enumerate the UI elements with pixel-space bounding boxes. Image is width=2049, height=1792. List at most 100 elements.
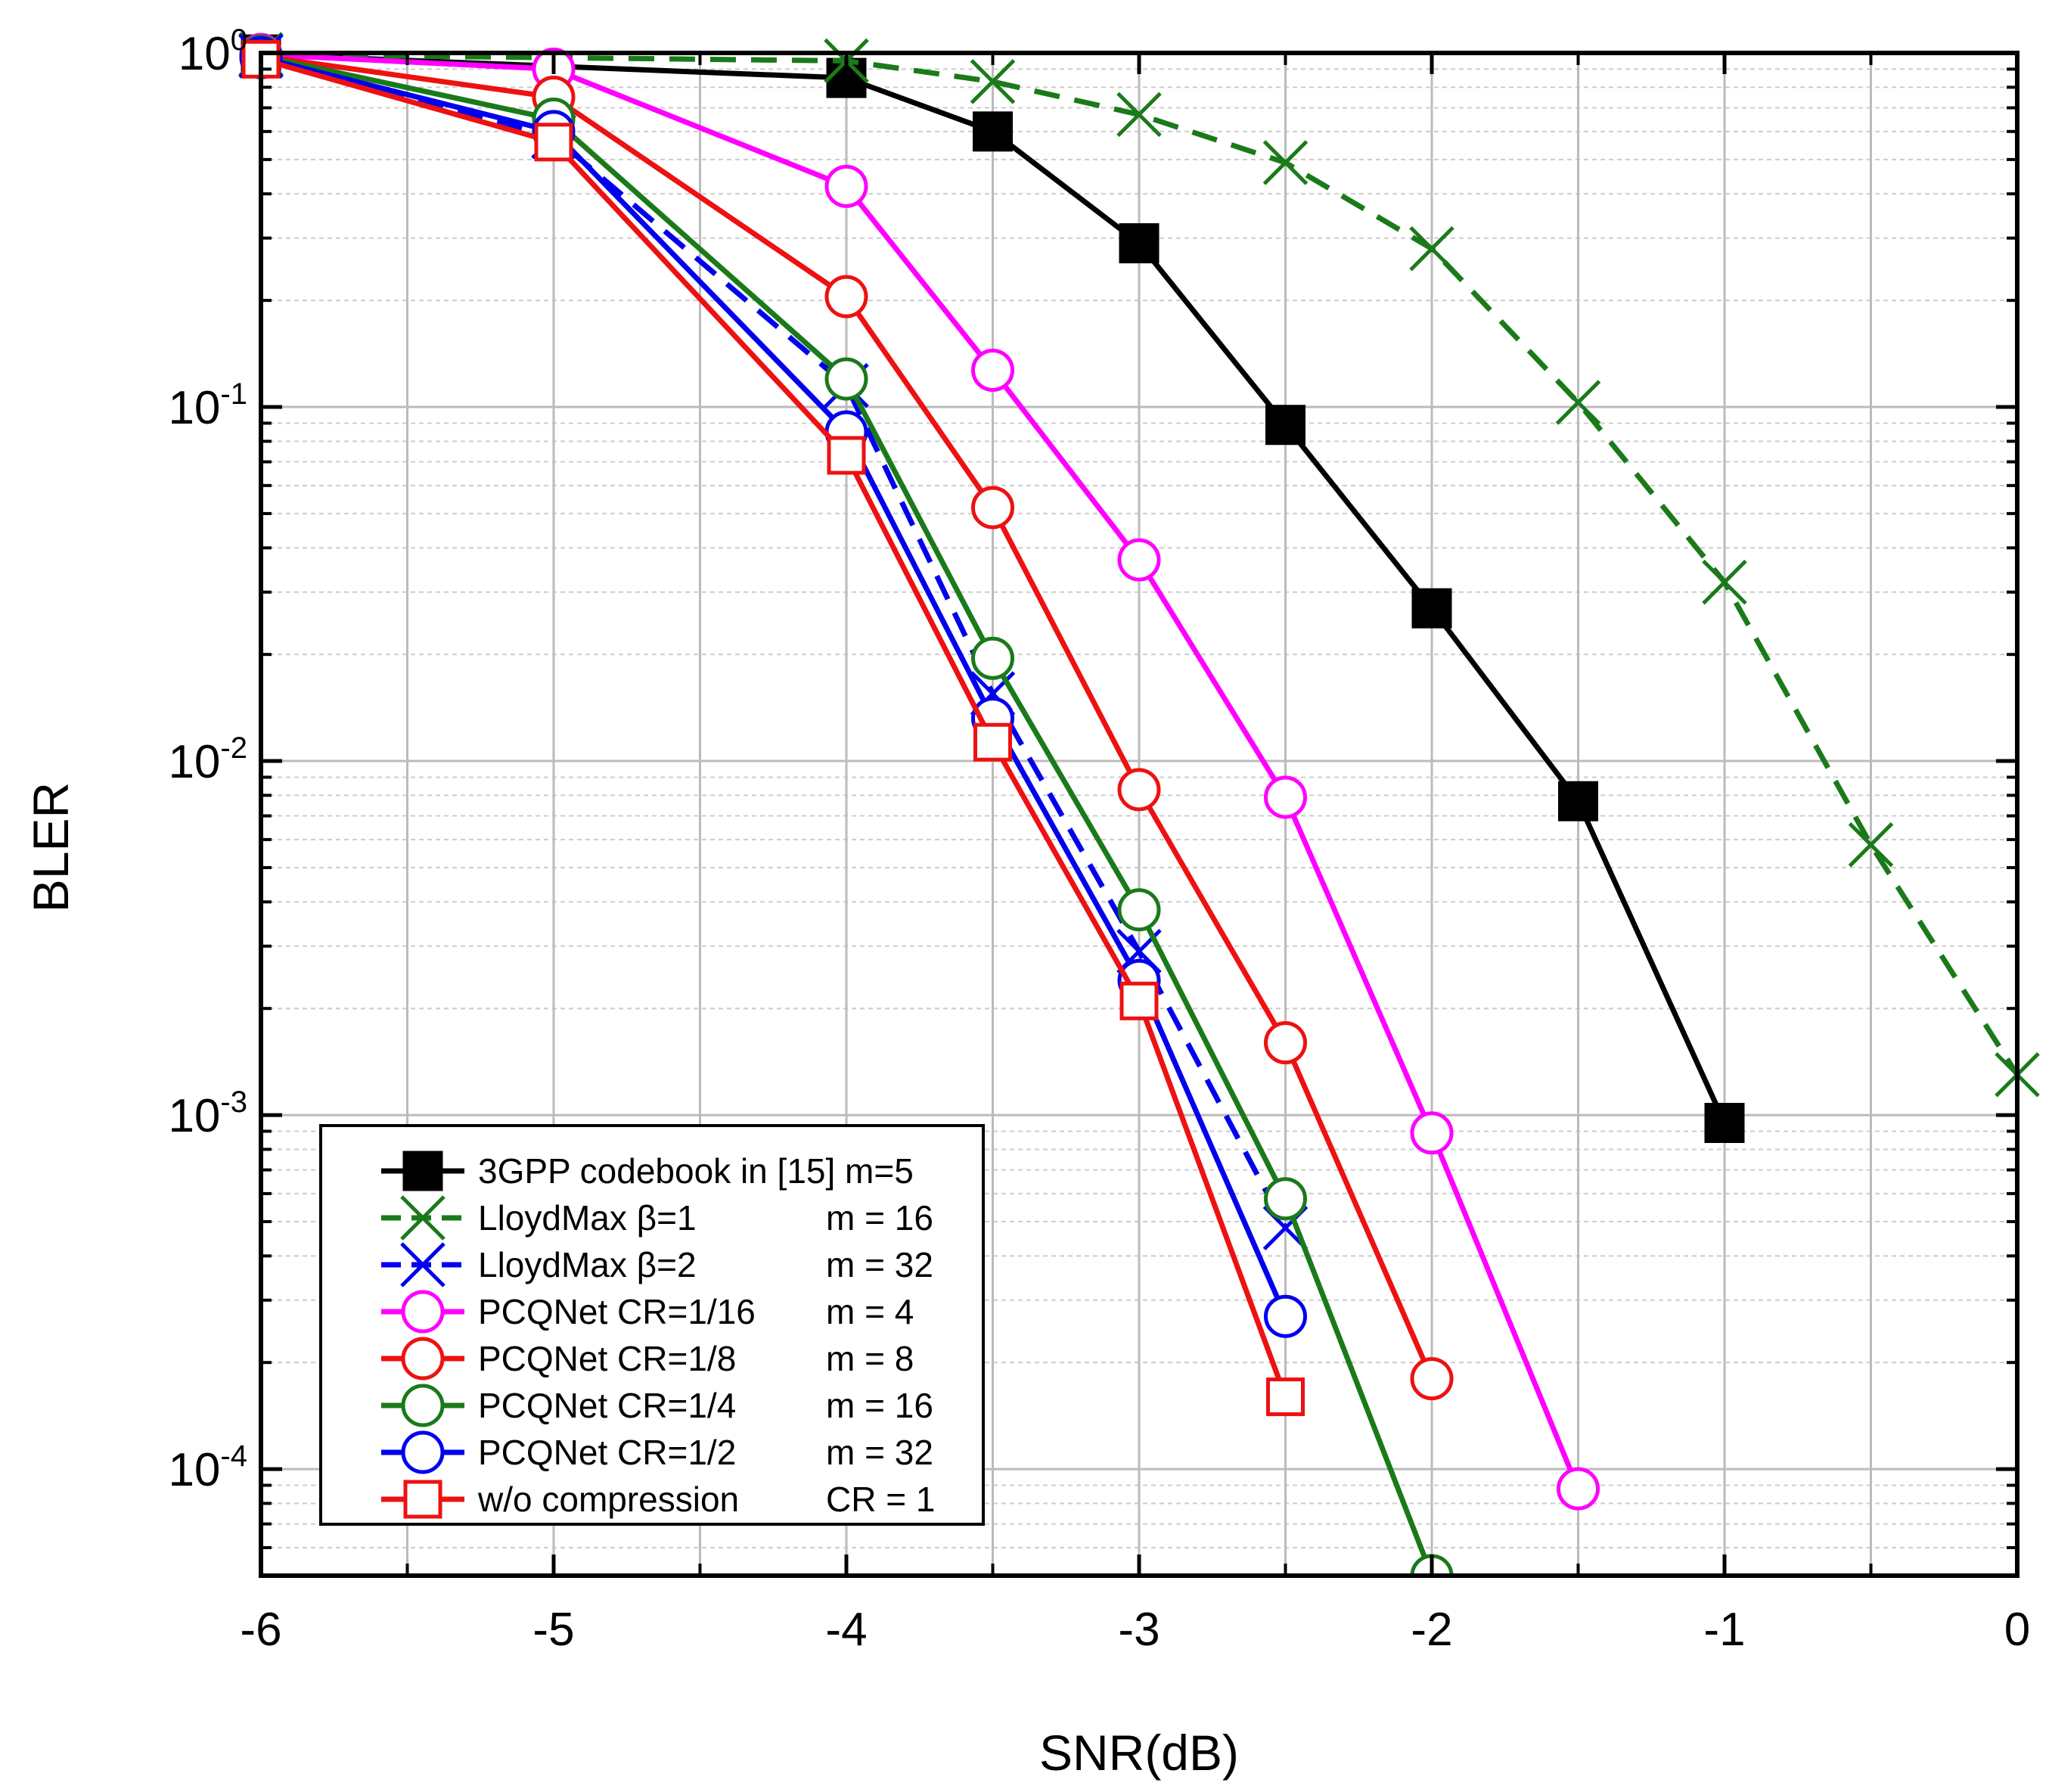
legend-entry: LloydMax β=2 m = 32 — [381, 1242, 933, 1287]
legend-label: PCQNet CR=1/8 — [478, 1339, 736, 1378]
series-layer — [238, 32, 2040, 1576]
y-tick-exponent: -2 — [220, 731, 247, 765]
data-point — [1411, 588, 1452, 629]
y-tick-exponent: -3 — [220, 1085, 247, 1119]
x-axis-title: SNR(dB) — [1039, 1725, 1239, 1781]
legend-entry: LloydMax β=1 m = 16 — [381, 1195, 933, 1241]
series-line — [260, 51, 1581, 1490]
legend-entry: PCQNet CR=1/4 m = 16 — [381, 1384, 933, 1427]
y-tick-label: 10-4 — [168, 1440, 247, 1496]
data-point — [1555, 380, 1601, 425]
series-line — [260, 51, 2020, 1076]
x-tick-label: -5 — [532, 1604, 574, 1656]
data-point — [1265, 405, 1305, 446]
series-1 — [241, 34, 1745, 1144]
legend: 3GPP codebook in [15] m=5 LloydMax β=1 m =… — [319, 1124, 985, 1526]
legend-marker — [400, 1242, 446, 1287]
data-point — [973, 111, 1013, 152]
data-point — [1410, 1111, 1454, 1155]
x-tick-label: -1 — [1703, 1604, 1745, 1656]
data-point — [1266, 1377, 1305, 1417]
data-point — [1264, 1177, 1307, 1221]
y-tick-base: 10 — [168, 1444, 220, 1496]
legend-entry: 3GPP codebook in [15] m=5 — [381, 1151, 914, 1191]
data-point — [1264, 1294, 1307, 1338]
data-point — [824, 357, 868, 401]
y-tick-base: 10 — [179, 28, 231, 80]
legend-label: 3GPP codebook in [15] m=5 — [478, 1151, 914, 1191]
legend-marker — [401, 1290, 445, 1334]
data-point — [1117, 768, 1161, 812]
y-axis-title: BLER — [23, 782, 79, 912]
data-point — [1117, 888, 1161, 932]
legend-param: m = 32 — [826, 1245, 933, 1284]
legend-param: m = 8 — [826, 1339, 914, 1378]
data-point — [971, 348, 1014, 392]
series-8 — [241, 39, 1305, 1417]
series-line — [260, 51, 1728, 1124]
y-tick-label: 10-2 — [168, 731, 247, 788]
legend-label: PCQNet CR=1/4 — [478, 1386, 736, 1425]
legend-param: m = 16 — [826, 1386, 933, 1425]
series-3 — [238, 33, 1309, 1251]
data-point — [1117, 538, 1161, 582]
legend-entry: PCQNet CR=1/16 m = 4 — [381, 1290, 914, 1334]
data-point — [1410, 1357, 1454, 1401]
y-tick-exponent: -4 — [220, 1440, 247, 1473]
legend-marker — [401, 1337, 445, 1380]
series-line — [260, 54, 1288, 1318]
y-tick-base: 10 — [168, 382, 220, 434]
data-point — [1557, 1467, 1600, 1511]
legend-marker — [400, 1195, 446, 1241]
data-point — [534, 123, 573, 162]
data-point — [1558, 781, 1598, 821]
series-line — [260, 56, 1288, 1398]
data-point — [824, 275, 868, 318]
legend-marker — [403, 1480, 442, 1519]
legend-label: PCQNet CR=1/2 — [478, 1433, 736, 1472]
legend-param: m = 16 — [826, 1198, 933, 1238]
x-tick-label: -3 — [1118, 1604, 1160, 1656]
data-point — [1119, 223, 1160, 264]
legend-label: w/o compression — [477, 1480, 739, 1519]
data-point — [971, 486, 1014, 530]
legend-entry: w/o compression CR = 1 — [381, 1480, 935, 1519]
data-point — [1702, 559, 1747, 605]
legend-marker — [402, 1151, 443, 1191]
data-point — [1848, 822, 1894, 868]
y-tick-exponent: -1 — [220, 377, 247, 411]
legend-param: CR = 1 — [826, 1480, 935, 1519]
y-tick-label: 10-3 — [168, 1085, 247, 1142]
x-tick-label: -2 — [1411, 1604, 1452, 1656]
series-line — [260, 53, 1288, 1229]
data-point — [1409, 225, 1454, 272]
data-point — [1704, 1103, 1745, 1144]
legend-param: m = 32 — [826, 1433, 933, 1472]
data-point — [827, 436, 866, 475]
data-point — [971, 636, 1014, 680]
legend-marker — [401, 1384, 445, 1427]
data-point — [1264, 775, 1307, 819]
legend-label: LloydMax β=2 — [478, 1245, 697, 1284]
legend-marker — [401, 1430, 445, 1474]
data-point — [1119, 981, 1159, 1020]
legend-label: PCQNet CR=1/16 — [478, 1292, 756, 1331]
legend-entry: PCQNet CR=1/8 m = 8 — [381, 1337, 914, 1380]
legend-param: m = 4 — [826, 1292, 914, 1331]
x-tick-label: 0 — [2004, 1604, 2030, 1656]
data-point — [970, 59, 1016, 104]
y-tick-base: 10 — [168, 736, 220, 788]
y-tick-exponent: 0 — [231, 23, 247, 57]
y-tick-label: 100 — [179, 23, 247, 80]
x-tick-label: -4 — [825, 1604, 867, 1656]
data-point — [1116, 92, 1162, 138]
series-4 — [239, 33, 1600, 1511]
data-point — [1264, 1021, 1307, 1065]
data-point — [1262, 140, 1309, 185]
data-point — [973, 722, 1012, 762]
legend-label: LloydMax β=1 — [478, 1198, 697, 1238]
y-tick-label: 10-1 — [168, 377, 247, 434]
y-tick-base: 10 — [168, 1090, 220, 1142]
